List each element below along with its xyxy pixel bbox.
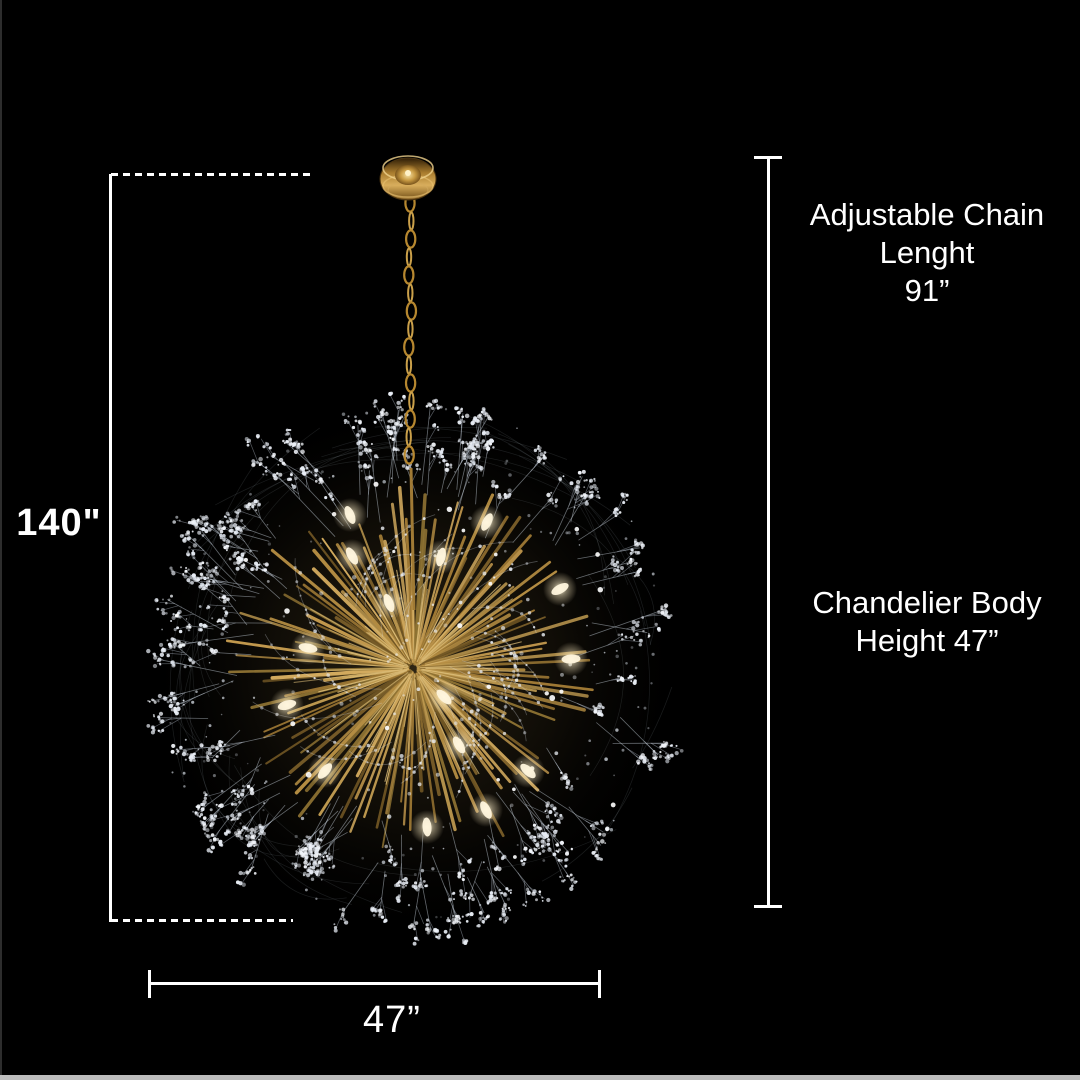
chain-length-label: Adjustable Chain Lenght 91” [772,196,1080,310]
right-dimension-cap-bottom [754,905,782,908]
image-bottom-strip [0,1075,1080,1080]
width-dimension-line [149,982,601,985]
chain-length-line1: Adjustable Chain [809,197,1045,232]
width-dimension-cap-right [598,970,601,998]
body-height-line2: Height 47” [855,623,999,658]
right-dimension-line [767,157,770,908]
extension-line-top [111,173,311,176]
ceiling-canopy [379,155,437,201]
body-height-label: Chandelier Body Height 47” [772,584,1080,660]
body-height-line1: Chandelier Body [812,585,1042,620]
image-left-edge [0,0,2,1080]
chain-length-value: 91” [904,273,950,308]
height-dimension-line [109,174,112,922]
extension-line-bottom [111,919,293,922]
overall-height-label: 140" [16,502,102,544]
chain-length-line2: Lenght [879,235,975,270]
width-label: 47” [363,999,421,1041]
